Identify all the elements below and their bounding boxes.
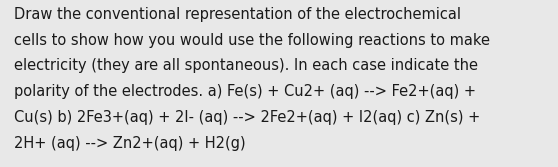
Text: cells to show how you would use the following reactions to make: cells to show how you would use the foll… [14,33,490,48]
Text: electricity (they are all spontaneous). In each case indicate the: electricity (they are all spontaneous). … [14,58,478,73]
Text: Draw the conventional representation of the electrochemical: Draw the conventional representation of … [14,7,461,22]
Text: Cu(s) b) 2Fe3+(aq) + 2I- (aq) --> 2Fe2+(aq) + I2(aq) c) Zn(s) +: Cu(s) b) 2Fe3+(aq) + 2I- (aq) --> 2Fe2+(… [14,110,480,125]
Text: 2H+ (aq) --> Zn2+(aq) + H2(g): 2H+ (aq) --> Zn2+(aq) + H2(g) [14,136,246,151]
Text: polarity of the electrodes. a) Fe(s) + Cu2+ (aq) --> Fe2+(aq) +: polarity of the electrodes. a) Fe(s) + C… [14,84,476,99]
